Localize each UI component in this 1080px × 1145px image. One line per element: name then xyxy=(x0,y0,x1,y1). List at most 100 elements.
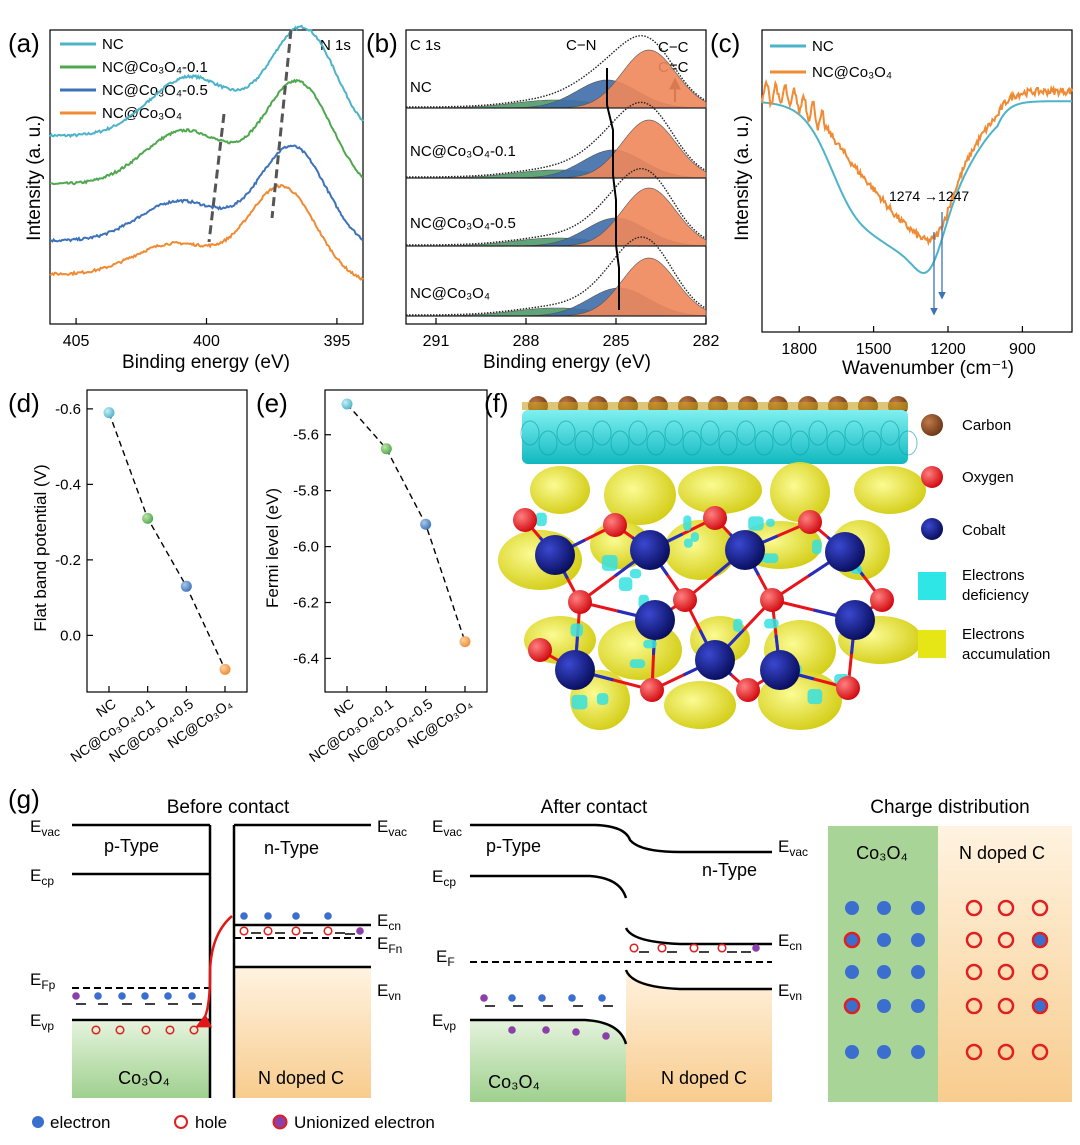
accumulation-isosurfaces xyxy=(498,462,926,730)
panel-e-y-label: Fermi level (eV) xyxy=(263,488,282,608)
deficiency-fragment xyxy=(683,538,693,548)
isosurface-pocket xyxy=(592,420,612,446)
hole xyxy=(965,997,983,1015)
unionized-electron xyxy=(843,997,861,1015)
deficiency-fragment xyxy=(765,518,775,527)
ptype-region xyxy=(72,1022,210,1098)
legend-cobalt: Cobalt xyxy=(962,522,1006,539)
charge-grid xyxy=(843,899,1049,1061)
deficiency-fragment xyxy=(762,553,779,564)
hole xyxy=(291,926,301,936)
unionized-electron xyxy=(843,931,861,949)
level-evn: Evn xyxy=(377,981,401,1003)
hole xyxy=(997,1043,1015,1061)
unionized-electron xyxy=(1031,931,1049,949)
after-level-evp: Evp xyxy=(432,1011,456,1033)
after-evac-band xyxy=(470,823,772,854)
legend-label-c-co3o4: NC@Co₃O₄ xyxy=(812,64,892,81)
after-level-ef: EF xyxy=(436,947,455,969)
hole xyxy=(629,943,639,953)
fitted-envelope-1 xyxy=(406,101,707,178)
hole xyxy=(965,1043,983,1061)
panel-b-sample-3: NC@Co₃O₄ xyxy=(410,285,490,302)
isosurface-pocket xyxy=(880,420,900,446)
isosurface-pocket xyxy=(718,430,738,456)
panel-a-y-label: Intensity (a. u.) xyxy=(24,115,45,241)
isosurface-pocket xyxy=(826,430,846,456)
trend-line xyxy=(346,403,466,642)
y-tick-label: -6.2 xyxy=(293,595,319,612)
x-tick-label: 285 xyxy=(603,333,630,350)
data-point-3 xyxy=(459,636,471,648)
deficiency-fragment xyxy=(807,689,823,705)
legend-label-nc-co3o4: NC@Co₃O₄ xyxy=(102,105,182,122)
panel-b-curves xyxy=(406,34,707,317)
oxygen-atom xyxy=(640,678,664,702)
isosurface-pocket xyxy=(682,430,702,456)
deficiency-fragment xyxy=(571,694,588,710)
data-point-1 xyxy=(380,443,392,455)
after-ntype-label: n-Type xyxy=(702,860,757,880)
unionized-electron xyxy=(508,1026,516,1034)
legend-label-nc: NC xyxy=(102,36,124,53)
x-tick-label: 1800 xyxy=(781,341,817,358)
electron xyxy=(118,992,126,1000)
after-ndc-label: N doped C xyxy=(661,1068,747,1088)
y-tick-label: -5.6 xyxy=(293,427,319,444)
after-contact-diagram: After contact p-Type n-Type Co₃O₄ N dope… xyxy=(432,797,808,1102)
hole xyxy=(689,943,699,953)
level-efn: EFn xyxy=(377,934,402,956)
hole xyxy=(965,931,983,949)
electron xyxy=(911,901,925,915)
panel-b-sample-2: NC@Co₃O₄-0.5 xyxy=(410,215,516,232)
panel-a-x-axis: 405 400 395 xyxy=(63,318,350,350)
electron xyxy=(568,994,576,1002)
cobalt-atom xyxy=(535,535,575,575)
panel-b-sample-0: NC xyxy=(410,79,432,96)
deficiency-fragment xyxy=(764,618,779,629)
legend-accumulation-line2: accumulation xyxy=(962,646,1050,663)
level-ecn: Ecn xyxy=(377,911,401,933)
accumulation-lobe xyxy=(770,462,830,522)
hole xyxy=(239,926,249,936)
deficiency-fragment xyxy=(629,568,642,579)
deficiency-fragment xyxy=(601,555,618,571)
panel-e: (e) -5.6-5.8-6.0-6.2-6.4NCNC@Co₃O₄-0.1NC… xyxy=(256,388,488,765)
panel-c: (c) NC NC@Co₃O₄ 1274 →1247 1800 1500 1200 9… xyxy=(710,28,1073,379)
panel-a-shift-guides xyxy=(207,29,293,243)
panel-f-legend: Carbon Oxygen Cobalt Electrons deficienc… xyxy=(918,414,1050,663)
panel-c-x-axis: 1800 1500 1200 900 xyxy=(781,326,1036,358)
isosurface-pocket xyxy=(610,430,630,456)
hole xyxy=(323,926,333,936)
panel-d: d (d) -0.6-0.4-0.20.0NCNC@Co₃O₄-0.1NC@Co… xyxy=(8,388,248,765)
electron xyxy=(598,994,606,1002)
isosurface-pocket xyxy=(862,430,882,456)
isosurface-pocket xyxy=(736,420,756,446)
charge-co3o4-label: Co₃O₄ xyxy=(856,843,908,863)
oxygen-atom xyxy=(513,508,537,532)
oxygen-atom xyxy=(673,588,697,612)
after-contact-title: After contact xyxy=(541,797,648,818)
electron xyxy=(164,992,172,1000)
oxygen-atom xyxy=(798,510,822,534)
hole xyxy=(997,997,1015,1015)
electron xyxy=(911,933,925,947)
y-tick-label: -5.8 xyxy=(293,483,319,500)
legend-carbon: Carbon xyxy=(962,417,1011,434)
data-point-2 xyxy=(180,580,192,592)
electron xyxy=(911,1045,925,1059)
isosurface-pocket xyxy=(556,420,576,446)
legend-deficiency-line2: deficiency xyxy=(962,587,1029,604)
cobalt-atom xyxy=(725,530,765,570)
electron xyxy=(845,901,859,915)
hole xyxy=(997,931,1015,949)
hole xyxy=(91,1025,101,1035)
panel-c-curves xyxy=(761,78,1073,275)
electron xyxy=(911,999,925,1013)
deficiency-fragment xyxy=(535,512,547,527)
deficiency-fragment xyxy=(643,639,657,649)
legend-label-nc05: NC@Co₃O₄-0.5 xyxy=(102,82,208,99)
panel-b-x-label: Binding energy (eV) xyxy=(483,352,651,373)
electron xyxy=(911,965,925,979)
level-evp: Evp xyxy=(30,1011,54,1033)
